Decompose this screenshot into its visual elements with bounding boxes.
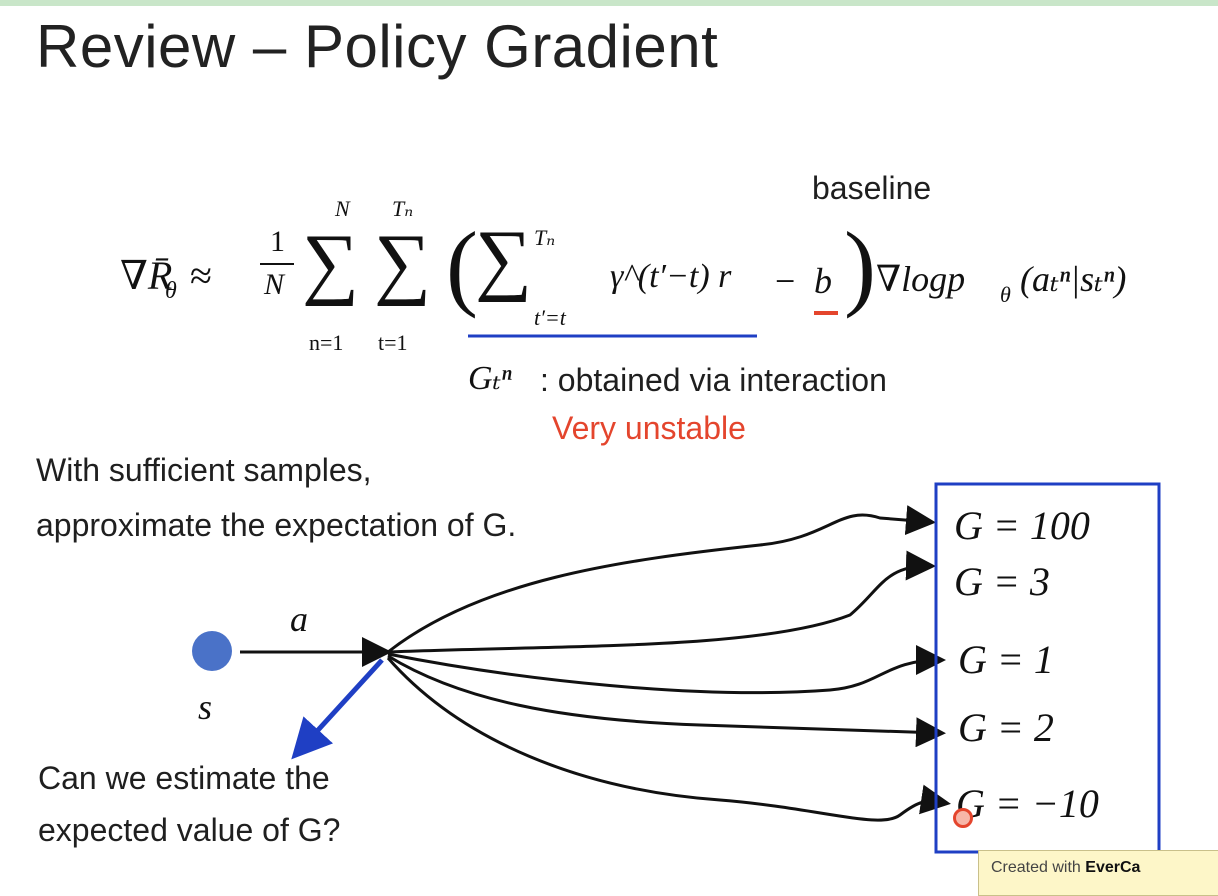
state-label: s [198,687,213,727]
top-border-strip [0,0,1218,6]
outcome-g3: G = 3 [954,559,1050,604]
outcome-g100: G = 100 [954,503,1090,548]
right-paren: ) [844,212,876,319]
samples-text-line2: approximate the expectation of G. [36,507,517,543]
question-text-line1: Can we estimate the [38,760,330,796]
theta-subscript: θ [165,278,177,304]
watermark-brand: EverCa [1085,859,1141,876]
grad-log-theta: θ [1000,282,1011,307]
trajectory-to-g2 [387,654,946,748]
baseline-symbol: b [814,261,832,301]
fraction-denominator: N [264,268,285,301]
inner-sigma: ∑ [475,215,533,303]
baseline-label: baseline [812,170,932,206]
samples-text-line1: With sufficient samples, [36,452,372,488]
sum2-lower-limit: t=1 [378,330,408,355]
watermark-prefix: Created with [991,859,1086,876]
fraction-numerator: 1 [270,225,285,258]
inner-sum-upper-limit: Tₙ [534,225,556,250]
fraction-bar [260,263,294,265]
slide-title: Review – Policy Gradient [36,13,719,80]
minus-symbol: − [775,261,796,301]
inner-sum-lower-limit: t′=t [534,305,566,330]
trajectory-to-g3 [387,550,936,654]
outcome-g2: G = 2 [958,705,1054,750]
approx-symbol: ≈ [190,253,212,298]
left-paren: ( [446,212,478,319]
question-text-line2: expected value of G? [38,812,341,848]
sum2-upper-limit: Tₙ [392,196,414,221]
sum1-lower-limit: n=1 [309,330,344,355]
discounted-reward-term: γ^(t′−t) r [610,258,732,295]
gtn-description: : obtained via interaction [540,362,887,398]
grad-log-term: ∇logp [876,259,966,299]
sum1-upper-limit: N [335,196,350,221]
outcome-gneg10: G = −10 [956,781,1099,826]
sum2-sigma: ∑ [374,219,432,307]
grad-r-symbol: ∇R̄ [120,253,173,298]
question-arrow [291,658,384,760]
cursor-marker [953,808,973,828]
trajectory-to-gneg10 [386,657,951,822]
outcome-g1: G = 1 [958,637,1054,682]
very-unstable-label: Very unstable [552,410,746,446]
trajectory-to-g1 [387,645,946,695]
trajectory-to-g100 [387,505,936,654]
action-label: a [290,599,308,639]
gtn-symbol: Gₜⁿ [468,360,512,397]
grad-log-args: (aₜⁿ|sₜⁿ) [1020,259,1127,299]
state-dot [192,631,232,671]
sum1-sigma: ∑ [302,219,360,307]
watermark-stamp: Created with EverCa [978,850,1218,896]
